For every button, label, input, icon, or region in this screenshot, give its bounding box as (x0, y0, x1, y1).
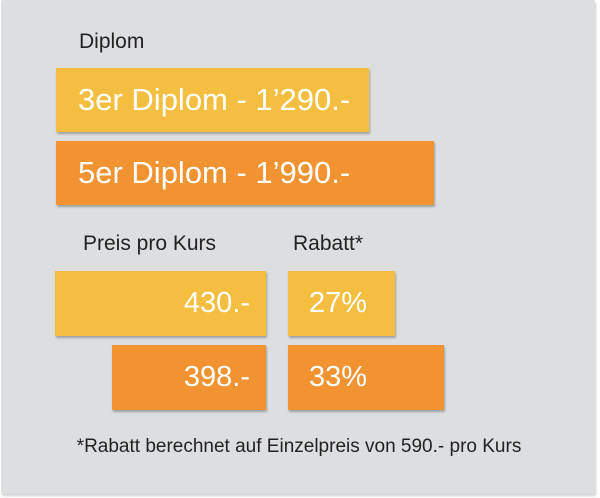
price-5er: 398.- (112, 345, 266, 410)
discount-header: Rabatt* (293, 232, 364, 255)
diploma-5er-option: 5er Diplom - 1’990.- (56, 141, 434, 205)
price-per-course-header: Preis pro Kurs (83, 232, 217, 255)
discount-3er: 27% (288, 271, 395, 336)
section-title: Diplom (79, 30, 145, 53)
footnote: *Rabatt berechnet auf Einzelpreis von 59… (76, 436, 522, 457)
price-3er: 430.- (55, 271, 266, 336)
discount-5er: 33% (288, 345, 444, 410)
diploma-3er-option: 3er Diplom - 1’290.- (56, 68, 369, 132)
